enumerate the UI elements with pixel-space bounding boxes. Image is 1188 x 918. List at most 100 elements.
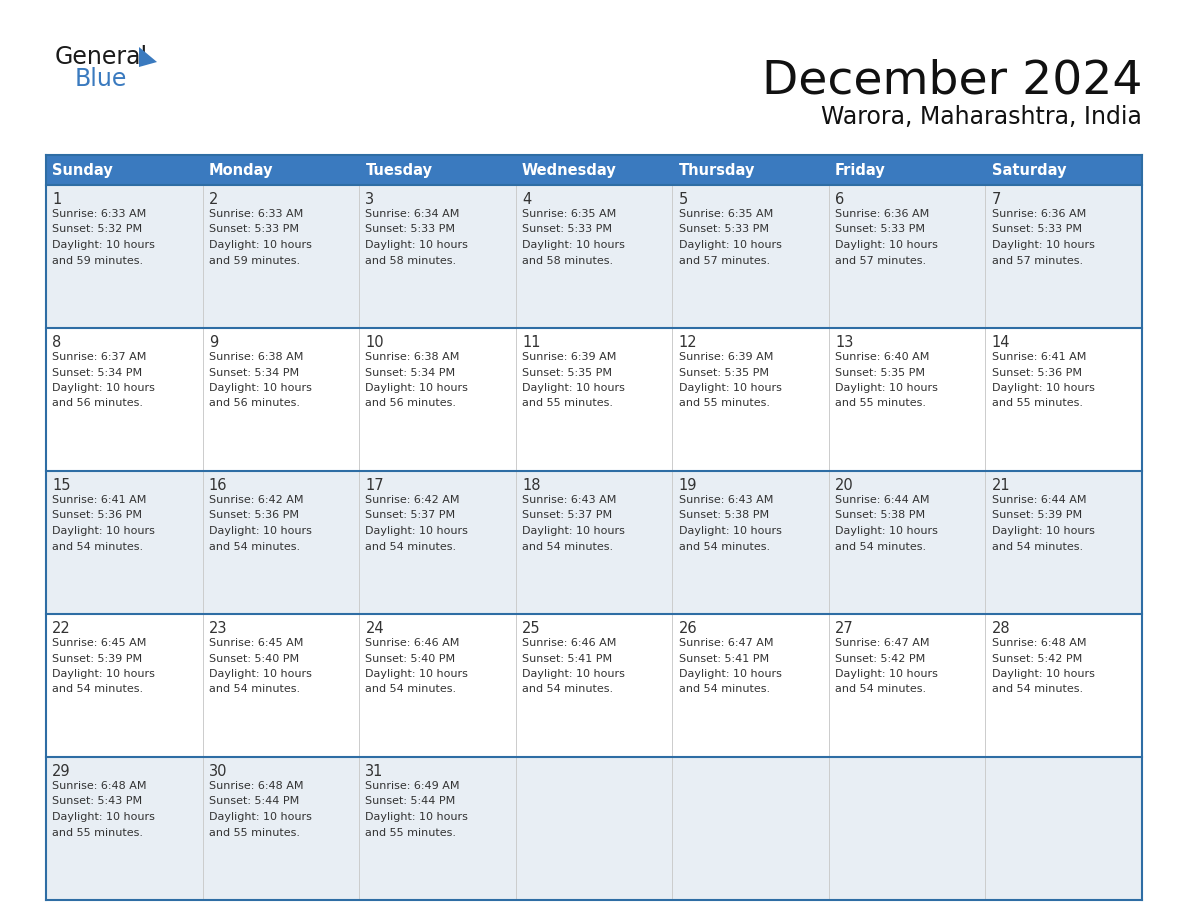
Bar (46, 757, 1142, 900)
Text: Sunrise: 6:48 AM: Sunrise: 6:48 AM (52, 781, 147, 791)
Text: Sunset: 5:38 PM: Sunset: 5:38 PM (678, 510, 769, 521)
Text: Sunrise: 6:33 AM: Sunrise: 6:33 AM (209, 209, 303, 219)
Text: Daylight: 10 hours: Daylight: 10 hours (366, 669, 468, 679)
Text: Daylight: 10 hours: Daylight: 10 hours (209, 669, 311, 679)
Text: December 2024: December 2024 (762, 58, 1142, 103)
Text: Sunrise: 6:48 AM: Sunrise: 6:48 AM (992, 638, 1086, 648)
Text: Sunset: 5:39 PM: Sunset: 5:39 PM (992, 510, 1082, 521)
Text: Sunset: 5:43 PM: Sunset: 5:43 PM (52, 797, 143, 807)
Text: Daylight: 10 hours: Daylight: 10 hours (522, 383, 625, 393)
Text: Daylight: 10 hours: Daylight: 10 hours (209, 812, 311, 822)
Text: Wednesday: Wednesday (522, 162, 617, 177)
Text: Sunrise: 6:42 AM: Sunrise: 6:42 AM (366, 495, 460, 505)
Text: Friday: Friday (835, 162, 886, 177)
Text: 1: 1 (52, 192, 62, 207)
Text: Sunset: 5:33 PM: Sunset: 5:33 PM (835, 225, 925, 234)
Text: and 54 minutes.: and 54 minutes. (678, 685, 770, 695)
Text: and 55 minutes.: and 55 minutes. (52, 827, 144, 837)
Text: Daylight: 10 hours: Daylight: 10 hours (52, 526, 156, 536)
Text: Sunset: 5:41 PM: Sunset: 5:41 PM (522, 654, 612, 664)
Text: Sunrise: 6:49 AM: Sunrise: 6:49 AM (366, 781, 460, 791)
Text: Sunset: 5:39 PM: Sunset: 5:39 PM (52, 654, 143, 664)
Text: 24: 24 (366, 621, 384, 636)
Text: 16: 16 (209, 478, 227, 493)
Text: and 54 minutes.: and 54 minutes. (209, 685, 299, 695)
Bar (46, 155, 1142, 185)
Text: 26: 26 (678, 621, 697, 636)
Text: Daylight: 10 hours: Daylight: 10 hours (52, 240, 156, 250)
Text: 5: 5 (678, 192, 688, 207)
Text: Thursday: Thursday (678, 162, 754, 177)
Text: and 54 minutes.: and 54 minutes. (52, 542, 144, 552)
Polygon shape (139, 47, 157, 67)
Text: Sunset: 5:37 PM: Sunset: 5:37 PM (522, 510, 612, 521)
Text: Sunset: 5:34 PM: Sunset: 5:34 PM (366, 367, 455, 377)
Text: Sunrise: 6:45 AM: Sunrise: 6:45 AM (209, 638, 303, 648)
Text: and 57 minutes.: and 57 minutes. (835, 255, 927, 265)
Text: 4: 4 (522, 192, 531, 207)
Text: Daylight: 10 hours: Daylight: 10 hours (209, 240, 311, 250)
Text: Sunrise: 6:36 AM: Sunrise: 6:36 AM (992, 209, 1086, 219)
Text: Daylight: 10 hours: Daylight: 10 hours (835, 240, 939, 250)
Text: Daylight: 10 hours: Daylight: 10 hours (522, 669, 625, 679)
Text: Daylight: 10 hours: Daylight: 10 hours (835, 669, 939, 679)
Bar (46, 185, 1142, 328)
Text: and 56 minutes.: and 56 minutes. (209, 398, 299, 409)
Text: 29: 29 (52, 764, 71, 779)
Text: and 54 minutes.: and 54 minutes. (522, 685, 613, 695)
Text: Daylight: 10 hours: Daylight: 10 hours (992, 240, 1094, 250)
Text: and 57 minutes.: and 57 minutes. (678, 255, 770, 265)
Text: and 54 minutes.: and 54 minutes. (835, 542, 927, 552)
Text: General: General (55, 45, 148, 69)
Text: Sunset: 5:36 PM: Sunset: 5:36 PM (52, 510, 143, 521)
Text: Sunset: 5:41 PM: Sunset: 5:41 PM (678, 654, 769, 664)
Text: 27: 27 (835, 621, 854, 636)
Text: Monday: Monday (209, 162, 273, 177)
Text: Sunrise: 6:41 AM: Sunrise: 6:41 AM (992, 352, 1086, 362)
Text: Sunset: 5:44 PM: Sunset: 5:44 PM (366, 797, 456, 807)
Text: and 54 minutes.: and 54 minutes. (522, 542, 613, 552)
Text: Blue: Blue (75, 67, 127, 91)
Text: and 54 minutes.: and 54 minutes. (52, 685, 144, 695)
Text: Daylight: 10 hours: Daylight: 10 hours (366, 383, 468, 393)
Text: and 58 minutes.: and 58 minutes. (522, 255, 613, 265)
Text: Sunrise: 6:48 AM: Sunrise: 6:48 AM (209, 781, 303, 791)
Text: Sunset: 5:35 PM: Sunset: 5:35 PM (522, 367, 612, 377)
Text: Sunrise: 6:39 AM: Sunrise: 6:39 AM (678, 352, 773, 362)
Text: Sunrise: 6:41 AM: Sunrise: 6:41 AM (52, 495, 146, 505)
Text: and 55 minutes.: and 55 minutes. (366, 827, 456, 837)
Text: and 59 minutes.: and 59 minutes. (209, 255, 299, 265)
Bar (46, 328, 1142, 471)
Text: Daylight: 10 hours: Daylight: 10 hours (835, 383, 939, 393)
Text: 11: 11 (522, 335, 541, 350)
Text: Daylight: 10 hours: Daylight: 10 hours (366, 526, 468, 536)
Text: Sunset: 5:42 PM: Sunset: 5:42 PM (992, 654, 1082, 664)
Text: 23: 23 (209, 621, 227, 636)
Text: Sunrise: 6:47 AM: Sunrise: 6:47 AM (835, 638, 930, 648)
Text: Sunset: 5:40 PM: Sunset: 5:40 PM (366, 654, 455, 664)
Text: Daylight: 10 hours: Daylight: 10 hours (992, 669, 1094, 679)
Text: and 55 minutes.: and 55 minutes. (835, 398, 927, 409)
Text: and 56 minutes.: and 56 minutes. (52, 398, 144, 409)
Text: 3: 3 (366, 192, 374, 207)
Text: Daylight: 10 hours: Daylight: 10 hours (835, 526, 939, 536)
Text: Sunset: 5:35 PM: Sunset: 5:35 PM (678, 367, 769, 377)
Text: and 59 minutes.: and 59 minutes. (52, 255, 144, 265)
Text: 17: 17 (366, 478, 384, 493)
Text: Sunrise: 6:36 AM: Sunrise: 6:36 AM (835, 209, 929, 219)
Text: Sunrise: 6:34 AM: Sunrise: 6:34 AM (366, 209, 460, 219)
Text: Sunset: 5:36 PM: Sunset: 5:36 PM (209, 510, 299, 521)
Text: Sunset: 5:40 PM: Sunset: 5:40 PM (209, 654, 299, 664)
Text: 12: 12 (678, 335, 697, 350)
Text: 31: 31 (366, 764, 384, 779)
Text: Daylight: 10 hours: Daylight: 10 hours (209, 526, 311, 536)
Text: and 54 minutes.: and 54 minutes. (209, 542, 299, 552)
Text: Sunrise: 6:33 AM: Sunrise: 6:33 AM (52, 209, 146, 219)
Text: Sunrise: 6:47 AM: Sunrise: 6:47 AM (678, 638, 773, 648)
Text: 25: 25 (522, 621, 541, 636)
Text: Sunset: 5:33 PM: Sunset: 5:33 PM (992, 225, 1082, 234)
Text: and 54 minutes.: and 54 minutes. (992, 542, 1082, 552)
Text: 18: 18 (522, 478, 541, 493)
Text: 28: 28 (992, 621, 1010, 636)
Text: Tuesday: Tuesday (366, 162, 432, 177)
